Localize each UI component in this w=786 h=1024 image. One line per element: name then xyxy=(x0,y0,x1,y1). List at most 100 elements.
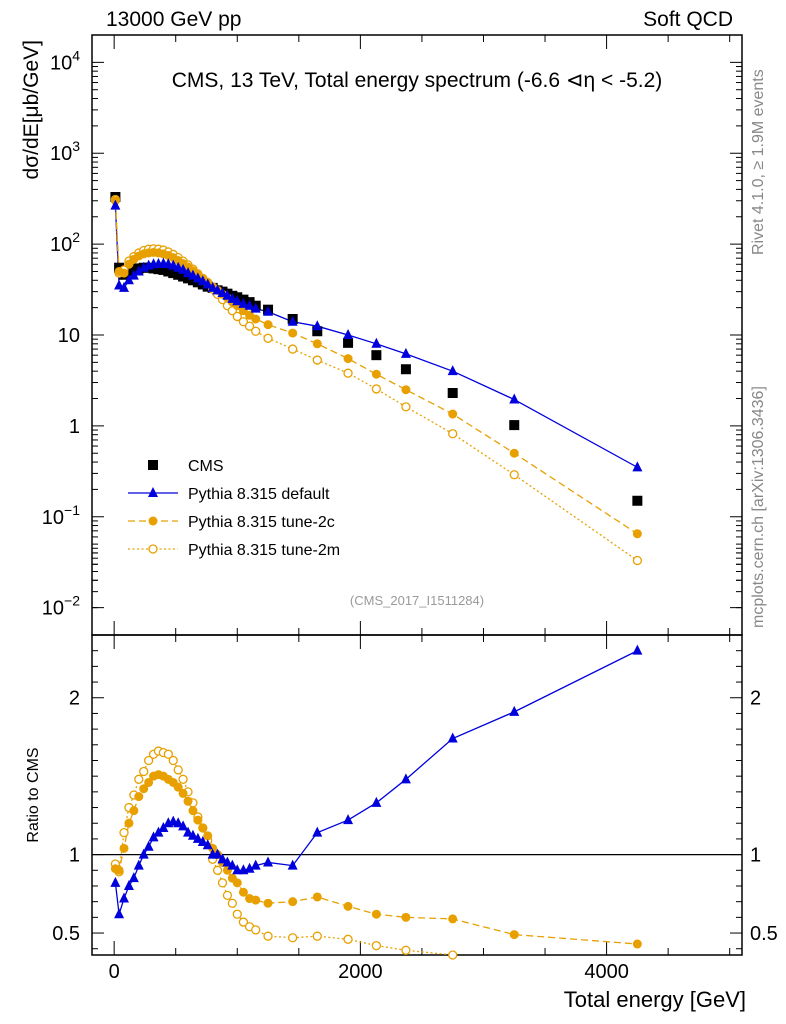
y-axis-label: dσ/dE[μb/GeV] xyxy=(20,40,43,179)
ratio-point-tune2c xyxy=(448,914,458,924)
y-tick-label: 1 xyxy=(69,416,80,438)
point-tune2m xyxy=(371,384,382,394)
ratio-point-tune2c xyxy=(114,865,124,875)
analysis-tag: (CMS_2017_I1511284) xyxy=(350,593,484,608)
ratio-tick-label-right: 0.5 xyxy=(750,923,778,945)
point-default xyxy=(509,393,520,404)
ratio-point-tune2c xyxy=(203,831,213,841)
ratio-point-default xyxy=(244,862,255,873)
main-x-ticks xyxy=(113,35,731,635)
chart-title: CMS, 13 TeV, Total energy spectrum (-6.6… xyxy=(172,69,663,92)
ratio-point-tune2m xyxy=(263,931,273,941)
ratio-point-default xyxy=(153,826,164,837)
ratio-point-tune2c xyxy=(134,792,144,802)
ratio-point-default xyxy=(192,832,203,843)
point-tune2m xyxy=(251,326,261,336)
ratio-point-tune2c xyxy=(119,843,129,853)
point-tune2m xyxy=(343,368,353,378)
side-label-bottom: mcplots.cern.ch [arXiv:1306.3436] xyxy=(750,386,767,628)
point-default xyxy=(232,295,243,306)
ratio-point-tune2m xyxy=(173,765,183,775)
point-default xyxy=(222,289,233,300)
point-default xyxy=(128,269,139,280)
ratio-point-tune2m xyxy=(448,950,458,960)
ratio-point-default xyxy=(227,859,238,870)
ratio-point-tune2m xyxy=(312,931,322,941)
point-tune2m xyxy=(448,429,458,439)
ratio-point-tune2m xyxy=(343,934,353,944)
point-tune2c xyxy=(448,409,458,419)
ratio-point-tune2m xyxy=(238,917,249,927)
ratio-point-tune2c xyxy=(173,782,183,792)
y-tick-label: 104 xyxy=(50,47,80,74)
ratio-panel: 0.5 0.5 1 1 2 2 0 2000 4000 Ratio to CMS Total … xyxy=(25,634,778,1012)
ratio-point-default xyxy=(148,831,159,842)
ratio-tick-label-left: 0.5 xyxy=(52,923,80,945)
point-tune2m xyxy=(509,470,519,480)
header-left: 13000 GeV pp xyxy=(106,8,241,31)
ratio-point-tune2c xyxy=(129,806,139,816)
ratio-point-default xyxy=(143,840,154,851)
x-tick-label: 0 xyxy=(109,961,120,983)
ratio-point-default xyxy=(371,796,382,807)
point-tune2c xyxy=(312,339,322,349)
header-right: Soft QCD xyxy=(643,8,733,31)
point-default xyxy=(250,302,261,313)
legend-default: Pythia 8.315 default xyxy=(188,486,330,503)
ratio-tick-label-right: 1 xyxy=(750,845,761,867)
ratio-point-tune2c xyxy=(401,912,411,922)
legend-markers xyxy=(128,460,178,554)
ratio-point-default xyxy=(158,821,169,832)
y-tick-label: 10−2 xyxy=(42,593,80,620)
legend-tune2m: Pythia 8.315 tune-2m xyxy=(188,542,340,559)
point-tune2c xyxy=(251,314,261,324)
point-tune2c xyxy=(371,369,381,379)
point-tune2m xyxy=(238,317,249,327)
ratio-point-tune2m xyxy=(251,925,261,935)
ratio-point-tune2m xyxy=(371,940,382,951)
ratio-y-axis: 0.5 0.5 1 1 2 2 xyxy=(52,650,778,950)
x-axis-label: Total energy [GeV] xyxy=(564,987,746,1012)
point-default xyxy=(287,315,298,326)
ratio-tick-label-left: 1 xyxy=(69,845,80,867)
legend: CMS Pythia 8.315 default Pythia 8.315 tu… xyxy=(128,458,340,559)
point-default xyxy=(192,272,203,283)
legend-marker-cms xyxy=(148,460,158,470)
ratio-point-default xyxy=(110,876,121,887)
point-default xyxy=(447,365,458,376)
point-tune2c xyxy=(509,448,519,458)
legend-marker-tune2c xyxy=(148,516,158,526)
ratio-point-tune2c xyxy=(178,788,188,798)
ratio-point-tune2m xyxy=(227,898,237,908)
ratio-series xyxy=(92,644,742,960)
point-tune2m xyxy=(401,402,411,412)
ratio-point-default xyxy=(343,814,354,825)
y-tick-label: 102 xyxy=(50,229,80,256)
point-tune2c xyxy=(632,529,642,539)
ratio-point-tune2c xyxy=(232,878,242,888)
y-tick-label: 10 xyxy=(58,325,80,347)
ratio-point-tune2c xyxy=(198,823,208,833)
ratio-point-tune2c xyxy=(371,909,381,919)
ratio-point-tune2c xyxy=(263,898,273,908)
ratio-point-default xyxy=(123,879,134,890)
ratio-x-axis: 0 2000 4000 xyxy=(109,635,731,983)
ratio-point-default xyxy=(187,829,198,840)
legend-marker-default xyxy=(148,487,158,497)
ratio-point-default xyxy=(217,853,228,864)
point-tune2m xyxy=(244,321,255,331)
ratio-point-tune2c xyxy=(139,784,149,794)
ratio-point-default xyxy=(183,826,194,837)
main-y-axis: 10−2 10−1 1 10 102 103 104 xyxy=(42,47,742,636)
ratio-point-default xyxy=(202,839,213,850)
point-default xyxy=(133,265,144,276)
ratio-point-tune2m xyxy=(139,766,149,777)
ratio-point-default xyxy=(287,859,298,870)
main-series xyxy=(110,191,643,566)
y-tick-label: 103 xyxy=(50,138,80,165)
ratio-tick-label-left: 2 xyxy=(69,688,80,710)
main-panel: 10−2 10−1 1 10 102 103 104 CMS, 13 TeV, Total … xyxy=(20,34,743,636)
point-default xyxy=(343,329,354,339)
ratio-point-default xyxy=(222,856,233,867)
point-cms xyxy=(400,364,411,375)
